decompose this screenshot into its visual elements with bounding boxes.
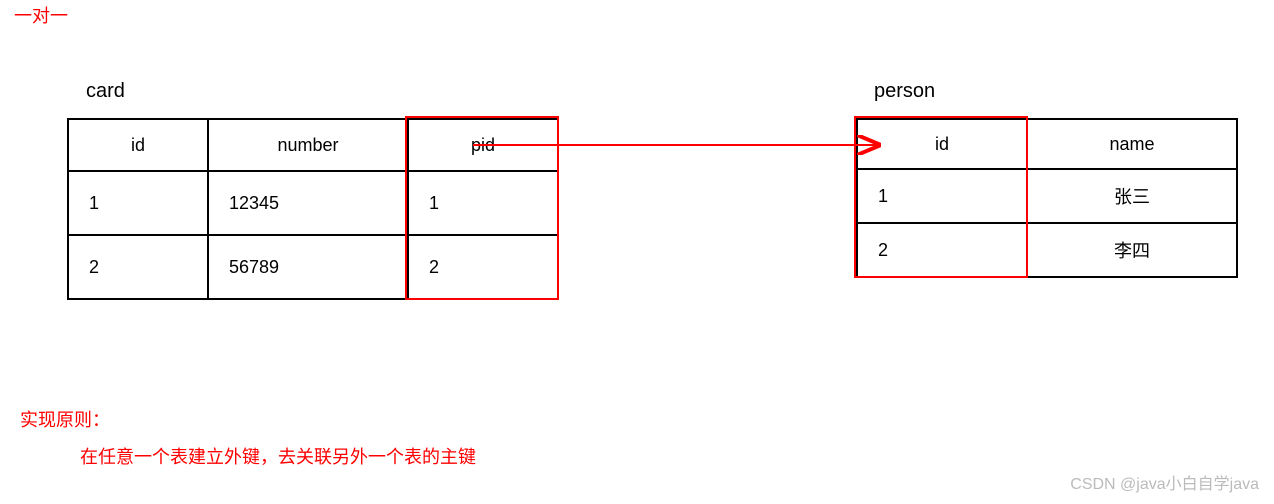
table-cell: 2: [408, 235, 558, 299]
person-table-label: person: [874, 80, 935, 103]
column-header: name: [1027, 119, 1237, 169]
card-table: idnumberpid11234512567892: [67, 118, 559, 300]
table-cell: 12345: [208, 171, 408, 235]
column-header: number: [208, 119, 408, 171]
column-header: id: [857, 119, 1027, 169]
table-cell: 1: [857, 169, 1027, 223]
table-cell: 1: [68, 171, 208, 235]
column-header: id: [68, 119, 208, 171]
table-cell: 1: [408, 171, 558, 235]
watermark: CSDN @java小白自学java: [1070, 470, 1259, 494]
column-header: pid: [408, 119, 558, 171]
card-table-label: card: [86, 80, 125, 103]
diagram-title: 一对一: [14, 2, 68, 28]
principle-label: 实现原则：: [20, 406, 110, 432]
table-cell: 李四: [1027, 223, 1237, 277]
person-table: idname1张三2李四: [856, 118, 1238, 278]
table-cell: 张三: [1027, 169, 1237, 223]
table-cell: 2: [68, 235, 208, 299]
table-cell: 2: [857, 223, 1027, 277]
table-cell: 56789: [208, 235, 408, 299]
principle-text: 在任意一个表建立外键，去关联另外一个表的主键: [80, 443, 476, 469]
